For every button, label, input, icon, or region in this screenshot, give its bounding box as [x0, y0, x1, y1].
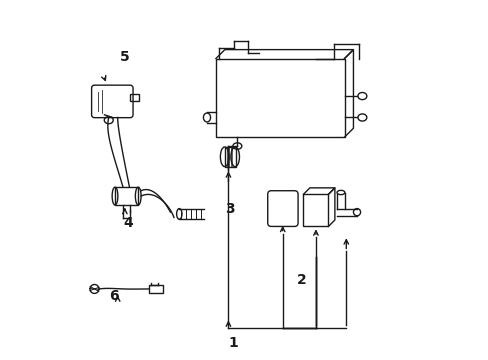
Bar	[149, 285, 163, 293]
Text: 1: 1	[228, 336, 238, 350]
Text: 4: 4	[123, 216, 133, 230]
Text: 5: 5	[120, 50, 129, 64]
Bar	[303, 194, 328, 226]
Text: 2: 2	[296, 273, 306, 287]
Text: 6: 6	[109, 289, 119, 303]
Bar	[130, 94, 139, 102]
Bar	[224, 147, 236, 167]
Bar	[115, 187, 138, 205]
Text: 3: 3	[225, 202, 235, 216]
Bar	[216, 59, 344, 137]
